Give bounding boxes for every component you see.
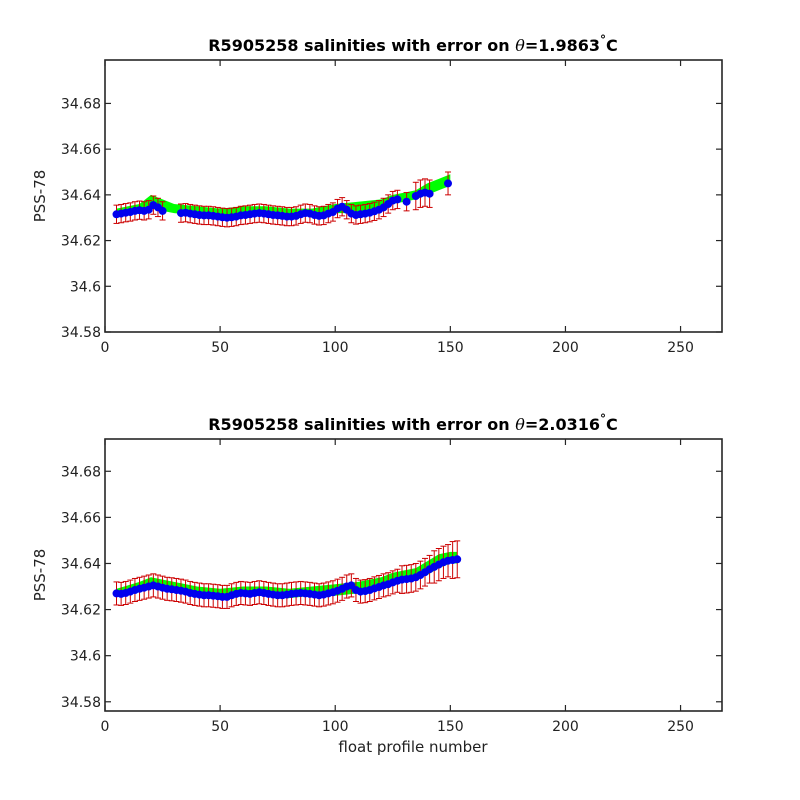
- bottom-x-tick-label: 250: [667, 719, 694, 735]
- bottom-x-tick-label: 0: [101, 719, 110, 735]
- bottom-y-tick-label: 34.58: [61, 695, 101, 711]
- top-y-tick-label: 34.62: [61, 234, 101, 250]
- bottom-y-axis-label: PSS-78: [31, 549, 49, 602]
- bottom-y-tick-label: 34.62: [61, 603, 101, 619]
- bottom-x-tick-label: 150: [437, 719, 464, 735]
- top-x-tick-label: 100: [322, 340, 349, 356]
- top-error-band: [116, 174, 451, 218]
- top-data-point: [402, 197, 411, 206]
- top-y-tick-label: 34.6: [70, 279, 101, 295]
- bottom-y-tick-label: 34.68: [61, 464, 101, 480]
- top-chart-title: R5905258 salinities with error on θ=1.98…: [208, 33, 618, 55]
- top-x-tick-label: 200: [552, 340, 579, 356]
- bottom-plot-frame: [104, 438, 723, 712]
- top-data-point: [425, 189, 434, 198]
- bottom-x-tick-label: 200: [552, 719, 579, 735]
- top-y-tick-label: 34.58: [61, 325, 101, 341]
- top-y-tick-label: 34.64: [61, 188, 101, 204]
- top-y-tick-label: 34.68: [61, 96, 101, 112]
- bottom-x-tick-label: 50: [211, 719, 229, 735]
- bottom-y-tick-label: 34.6: [70, 649, 101, 665]
- top-y-axis-label: PSS-78: [31, 170, 49, 223]
- bottom-y-tick-label: 34.66: [61, 510, 101, 526]
- bottom-data-point: [453, 555, 462, 564]
- bottom-y-tick-label: 34.64: [61, 556, 101, 572]
- top-data-point: [393, 195, 402, 204]
- top-x-tick-label: 50: [211, 340, 229, 356]
- top-data-point: [444, 179, 452, 188]
- bottom-chart-title: R5905258 salinities with error on θ=2.03…: [208, 412, 618, 434]
- top-x-tick-label: 250: [667, 340, 694, 356]
- top-x-tick-label: 150: [437, 340, 464, 356]
- top-salinity-panel: R5905258 salinities with error on θ=1.98…: [31, 33, 723, 356]
- top-x-tick-label: 0: [101, 340, 110, 356]
- bottom-salinity-panel: R5905258 salinities with error on θ=2.03…: [31, 412, 723, 756]
- top-data-point: [158, 206, 167, 215]
- bottom-x-tick-label: 100: [322, 719, 349, 735]
- top-y-tick-label: 34.66: [61, 142, 101, 158]
- top-plot-frame: [104, 59, 723, 333]
- bottom-x-axis-label: float profile number: [338, 738, 488, 756]
